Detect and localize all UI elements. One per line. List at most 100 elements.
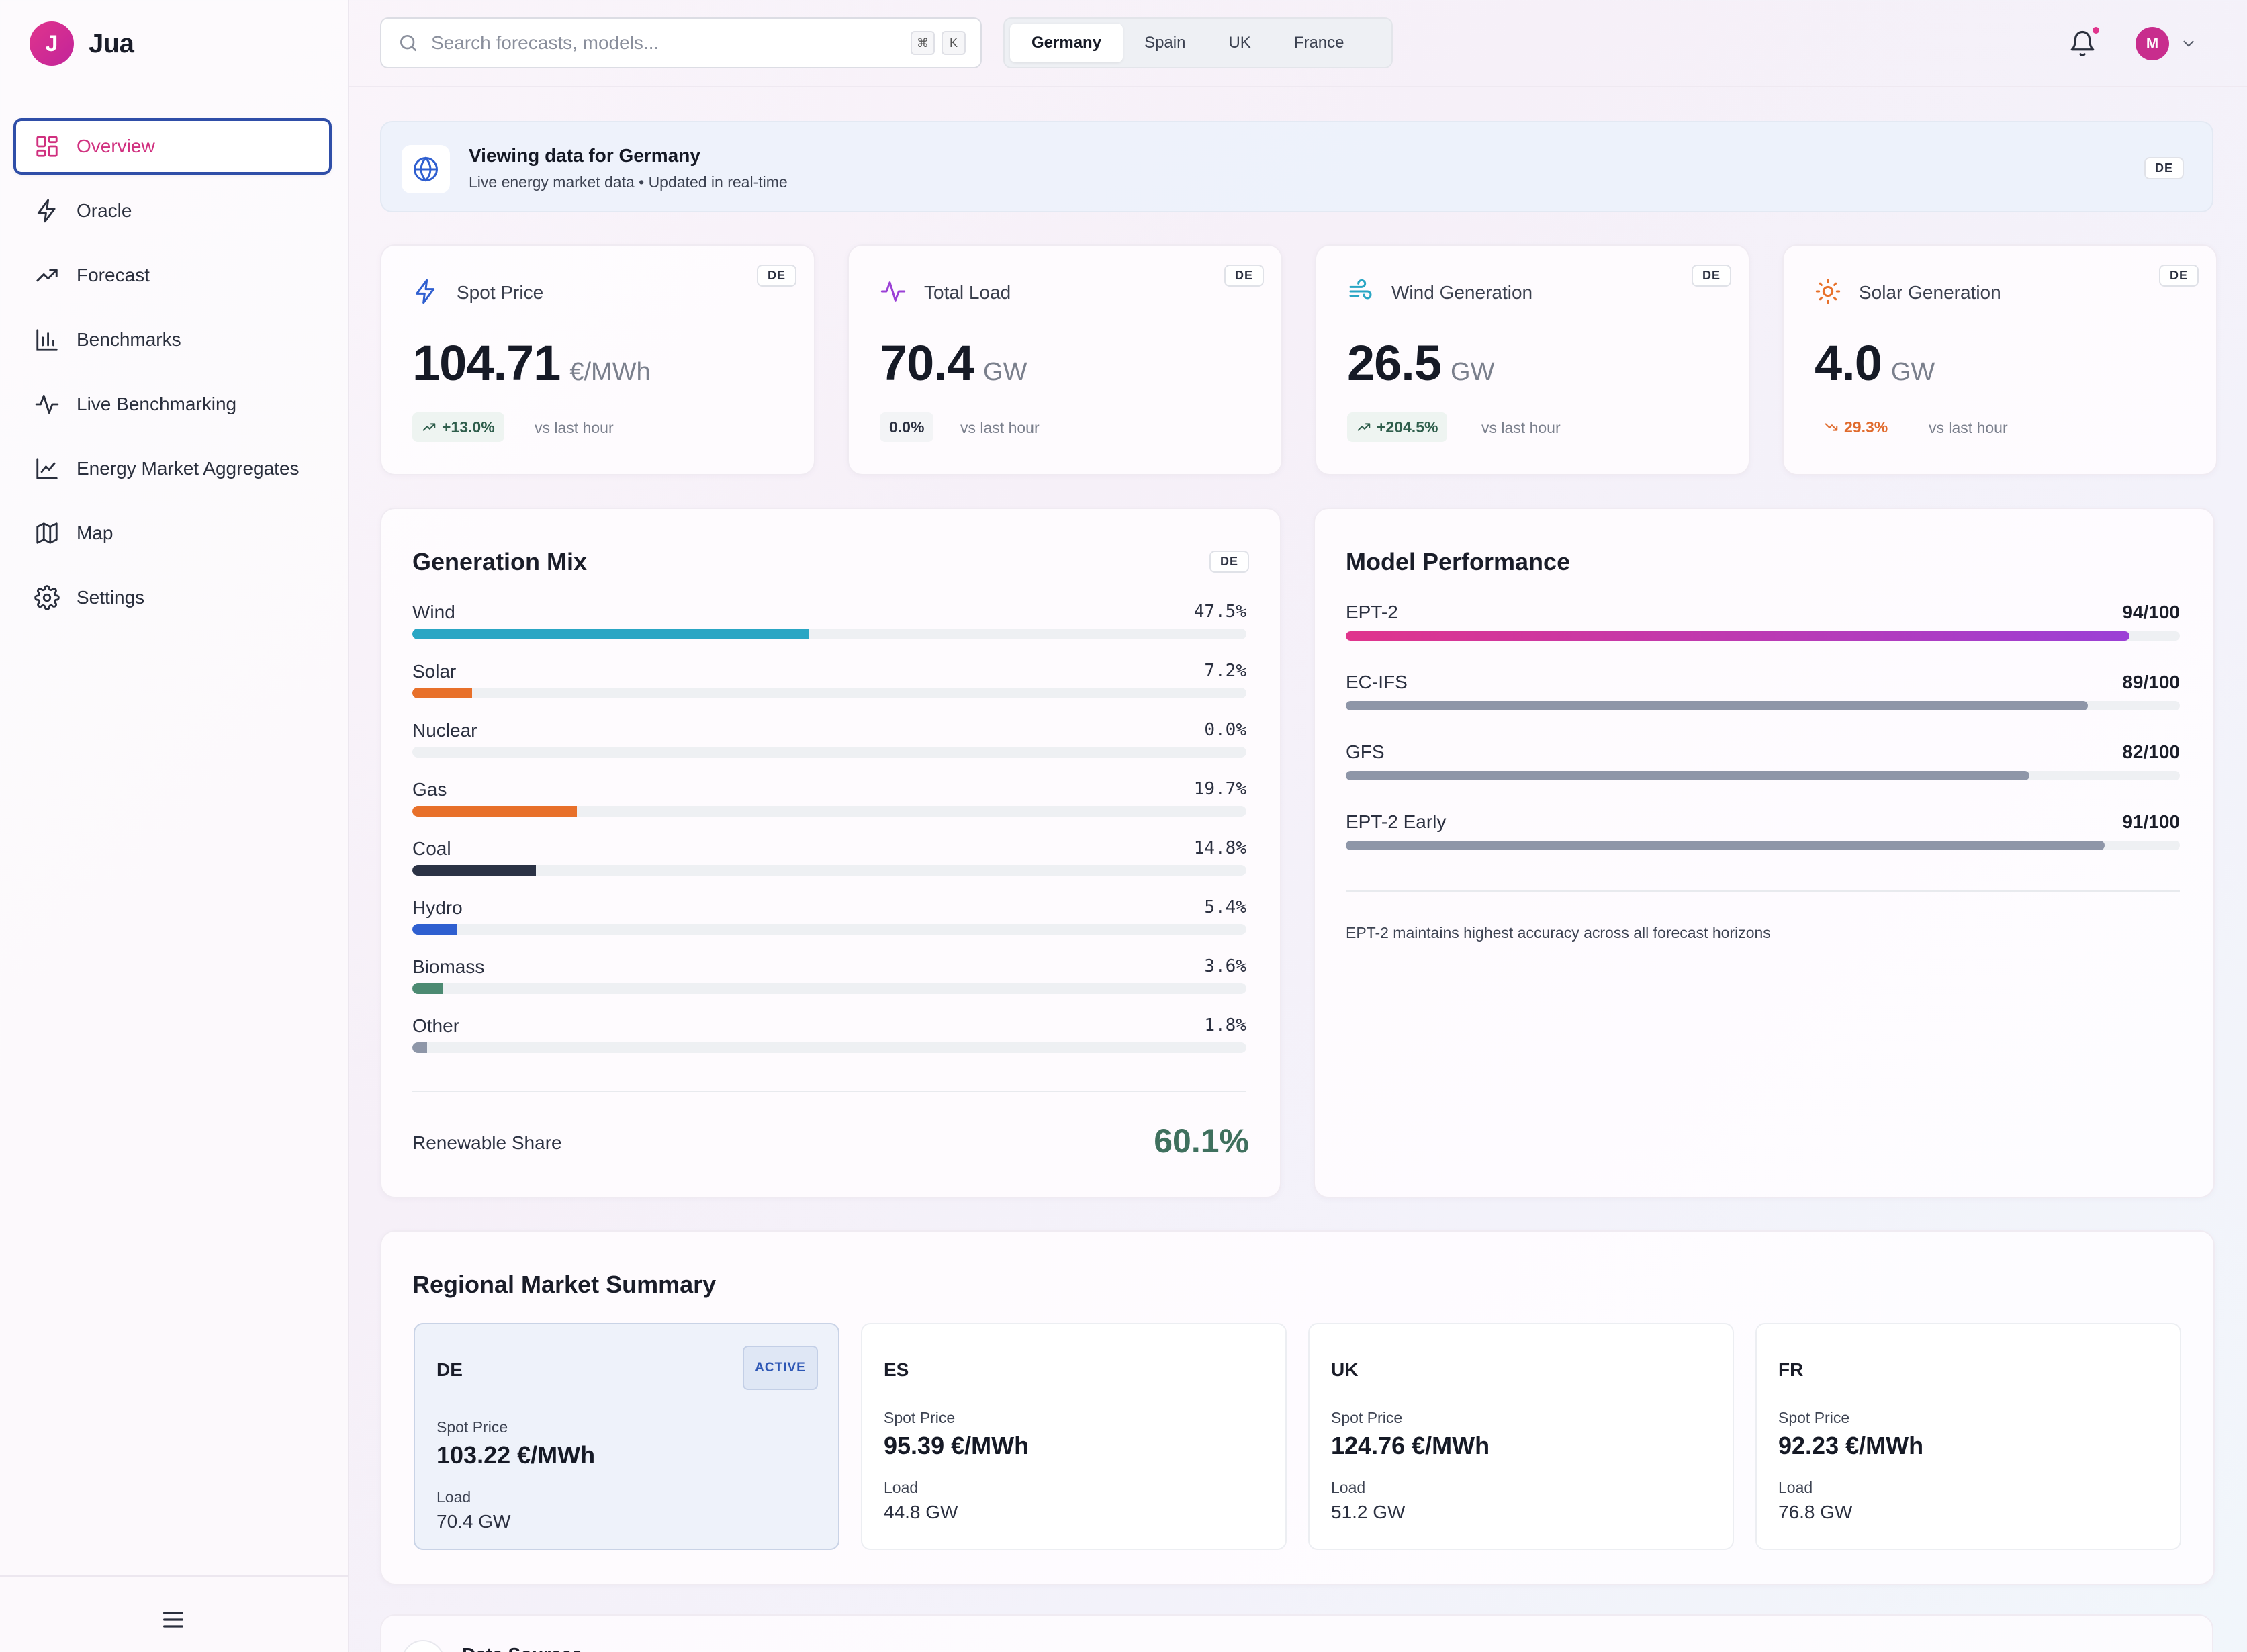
sidebar-item-live-benchmarking[interactable]: Live Benchmarking	[13, 376, 332, 432]
metric-value: 4.0 GW	[1815, 335, 1935, 391]
app-name: Jua	[89, 28, 134, 58]
trending-down-icon	[1825, 423, 1838, 431]
spot-price-value: 95.39 €/MWh	[884, 1432, 1029, 1459]
source-share: 0.0%	[1204, 720, 1246, 740]
score-track	[1346, 841, 2180, 850]
region-card-uk[interactable]: UK Spot Price 124.76 €/MWh Load 51.2 GW	[1308, 1323, 1734, 1550]
bar-chart-icon	[34, 326, 60, 353]
load-label: Load	[884, 1479, 919, 1496]
region-card-de[interactable]: DE ACTIVE Spot Price 103.22 €/MWh Load 70.4 G…	[414, 1323, 839, 1550]
load-label: Load	[1778, 1479, 1813, 1496]
search-input[interactable]: Search forecasts, models... ⌘ K	[380, 17, 982, 68]
metric-card-total-load[interactable]: Total Load DE 70.4 GW 0.0% vs last hour	[847, 244, 1283, 475]
region-code: UK	[1331, 1359, 1359, 1380]
bell-icon[interactable]	[2068, 30, 2097, 58]
generation-mix-row: Wind 47.5%	[412, 602, 1246, 649]
source-share: 14.8%	[1193, 838, 1246, 858]
model-name: GFS	[1346, 741, 1385, 762]
tab-france[interactable]: France	[1293, 34, 1344, 52]
source-share: 3.6%	[1204, 956, 1246, 976]
source-share: 7.2%	[1204, 661, 1246, 681]
load-value: 44.8 GW	[884, 1502, 958, 1522]
metric-value: 104.71 €/MWh	[412, 335, 651, 391]
sidebar-item-overview[interactable]: Overview	[13, 118, 332, 175]
bolt-icon	[34, 197, 60, 224]
source-name: Coal	[412, 838, 451, 859]
sidebar-item-label: Energy Market Aggregates	[77, 458, 300, 479]
sidebar-item-oracle[interactable]: Oracle	[13, 183, 332, 239]
sidebar-item-label: Settings	[77, 587, 145, 608]
trending-up-icon	[34, 262, 60, 289]
renewable-share-value: 60.1%	[1154, 1122, 1249, 1160]
sidebar-item-label: Oracle	[77, 200, 132, 221]
region-banner: Viewing data for Germany Live energy mar…	[380, 121, 2213, 212]
source-share: 1.8%	[1204, 1015, 1246, 1036]
source-share: 5.4%	[1204, 897, 1246, 917]
score-track	[1346, 701, 2180, 710]
source-name: Gas	[412, 779, 447, 800]
menu-icon[interactable]	[160, 1606, 187, 1633]
source-name: Biomass	[412, 956, 485, 977]
divider	[1346, 890, 2180, 892]
gear-icon	[34, 584, 60, 611]
load-label: Load	[1331, 1479, 1366, 1496]
load-value: 76.8 GW	[1778, 1502, 1853, 1522]
tab-germany[interactable]: Germany	[1010, 24, 1124, 62]
share-track	[412, 747, 1246, 758]
wind-icon	[1347, 278, 1375, 306]
sidebar-item-benchmarks[interactable]: Benchmarks	[13, 312, 332, 368]
share-track	[412, 983, 1246, 994]
grid-icon	[34, 133, 60, 160]
app-logo[interactable]: J Jua	[30, 21, 134, 66]
metric-value: 26.5 GW	[1347, 335, 1495, 391]
share-bar	[412, 688, 473, 698]
region-code: DE	[437, 1359, 463, 1380]
region-tag: DE	[2158, 265, 2199, 287]
sidebar-item-map[interactable]: Map	[13, 505, 332, 561]
generation-mix-row: Other 1.8%	[412, 1015, 1246, 1062]
region-card-fr[interactable]: FR Spot Price 92.23 €/MWh Load 76.8 GW	[1755, 1323, 2181, 1550]
sidebar-item-forecast[interactable]: Forecast	[13, 247, 332, 304]
metric-label: Total Load	[924, 282, 1011, 303]
model-score: 91/100	[2122, 811, 2180, 832]
trending-up-icon	[422, 423, 436, 431]
share-bar	[412, 983, 443, 994]
topbar: Search forecasts, models... ⌘ K Germany …	[349, 0, 2247, 87]
region-card-es[interactable]: ES Spot Price 95.39 €/MWh Load 44.8 GW	[861, 1323, 1287, 1550]
source-name: Wind	[412, 602, 455, 623]
panel-title: Regional Market Summary	[412, 1271, 717, 1298]
score-bar	[1346, 841, 2105, 850]
metric-label: Solar Generation	[1859, 282, 2001, 303]
delta-badge: 29.3%	[1815, 412, 1897, 442]
spot-price-label: Spot Price	[1331, 1409, 1403, 1426]
metric-label: Wind Generation	[1391, 282, 1533, 303]
model-score: 94/100	[2122, 602, 2180, 623]
metric-unit: GW	[1451, 358, 1495, 386]
region-tag: DE	[1224, 265, 1264, 287]
share-track	[412, 806, 1246, 817]
panel-title: Generation Mix	[412, 548, 588, 576]
source-name: Solar	[412, 661, 457, 682]
tab-uk[interactable]: UK	[1228, 34, 1251, 52]
sidebar-item-settings[interactable]: Settings	[13, 569, 332, 626]
metric-card-wind-generation[interactable]: Wind Generation DE 26.5 GW +204.5% vs las…	[1315, 244, 1750, 475]
share-bar	[412, 806, 577, 817]
model-performance-row: EC-IFS 89/100	[1346, 672, 2180, 732]
delta-caption: vs last hour	[960, 419, 1040, 437]
region-tag: DE	[756, 265, 796, 287]
chevron-down-icon[interactable]	[2180, 35, 2197, 52]
avatar[interactable]: M	[2136, 27, 2169, 60]
metric-card-solar-generation[interactable]: Solar Generation DE 4.0 GW 29.3% vs last …	[1782, 244, 2217, 475]
metric-label: Spot Price	[457, 282, 544, 303]
metric-card-spot-price[interactable]: Spot Price DE 104.71 €/MWh +13.0% vs last…	[380, 244, 815, 475]
metric-unit: €/MWh	[569, 358, 651, 386]
activity-icon	[880, 278, 908, 306]
share-track	[412, 629, 1246, 639]
activity-icon	[34, 391, 60, 418]
shortcut-key-k: K	[942, 31, 966, 55]
sidebar-item-energy-market-aggregates[interactable]: Energy Market Aggregates	[13, 441, 332, 497]
tab-spain[interactable]: Spain	[1144, 34, 1186, 52]
metric-unit: GW	[983, 358, 1027, 386]
model-performance-row: EPT-2 Early 91/100	[1346, 811, 2180, 872]
spot-price-value: 103.22 €/MWh	[437, 1441, 596, 1469]
